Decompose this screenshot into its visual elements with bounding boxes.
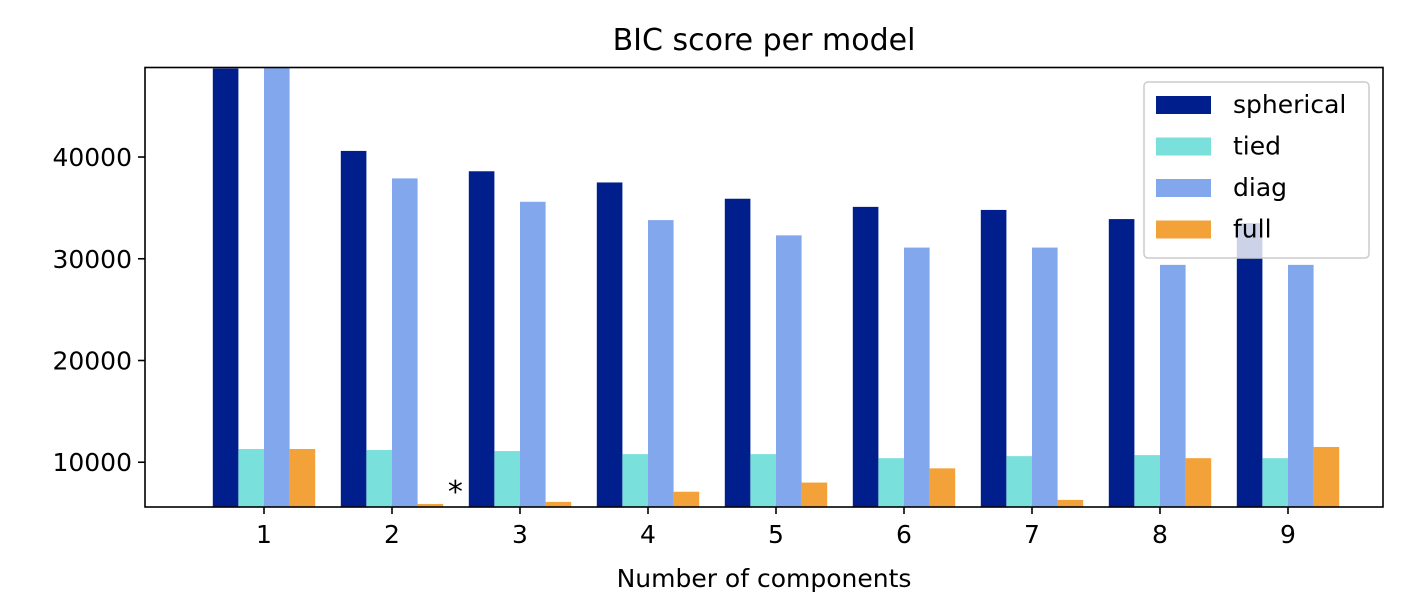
x-tick-label: 5 xyxy=(768,520,784,549)
bar-diag-9 xyxy=(1288,264,1314,507)
bar-tied-7 xyxy=(1006,456,1032,507)
bar-diag-8 xyxy=(1160,264,1186,507)
bar-diag-6 xyxy=(904,247,930,507)
bar-tied-2 xyxy=(366,450,392,507)
bar-diag-5 xyxy=(776,235,802,508)
legend-label-full: full xyxy=(1233,215,1272,244)
bar-tied-3 xyxy=(494,451,520,507)
bar-spherical-9 xyxy=(1236,223,1263,507)
x-tick-label: 1 xyxy=(256,520,272,549)
y-ticks: 10000 20000 30000 40000 xyxy=(52,143,145,477)
bar-full-5 xyxy=(801,482,828,507)
bar-full-9 xyxy=(1313,446,1340,507)
bar-full-2 xyxy=(417,503,444,507)
bar-tied-9 xyxy=(1262,458,1288,507)
bars-layer xyxy=(212,67,1340,508)
x-tick-label: 2 xyxy=(384,520,400,549)
plot-frame xyxy=(144,66,1384,508)
bar-spherical-7 xyxy=(980,209,1007,507)
y-tick-label: 40000 xyxy=(52,143,132,172)
legend-swatch-diag xyxy=(1156,179,1211,197)
bar-spherical-4 xyxy=(596,182,623,507)
bar-diag-2 xyxy=(392,178,418,507)
x-axis-label: Number of components xyxy=(617,564,912,593)
bar-spherical-2 xyxy=(340,150,367,508)
bar-diag-7 xyxy=(1032,247,1058,507)
bar-spherical-1 xyxy=(212,68,239,508)
bar-full-1 xyxy=(289,449,316,507)
bar-spherical-3 xyxy=(468,171,495,507)
bar-diag-4 xyxy=(648,220,674,507)
bar-spherical-6 xyxy=(852,206,879,507)
legend: spherical tied diag full xyxy=(1143,81,1370,259)
legend-swatch-tied xyxy=(1156,137,1211,156)
bar-full-7 xyxy=(1057,499,1084,507)
x-ticks: 1 2 3 4 5 6 7 8 9 xyxy=(256,507,1296,549)
bar-full-4 xyxy=(673,491,700,507)
y-tick-label: 10000 xyxy=(52,448,132,477)
legend-label-spherical: spherical xyxy=(1233,90,1346,119)
bar-diag-3 xyxy=(520,201,546,508)
bar-full-6 xyxy=(929,468,956,507)
bar-tied-6 xyxy=(878,458,904,507)
bar-diag-1 xyxy=(264,67,290,507)
x-tick-label: 7 xyxy=(1024,520,1040,549)
y-tick-label: 30000 xyxy=(52,245,132,274)
bar-full-3 xyxy=(545,501,572,507)
legend-frame xyxy=(1143,81,1370,259)
y-tick-label: 20000 xyxy=(52,347,132,376)
bar-tied-1 xyxy=(238,449,264,507)
bar-full-8 xyxy=(1185,458,1212,507)
bar-tied-8 xyxy=(1134,455,1160,507)
legend-swatch-spherical xyxy=(1156,96,1211,114)
chart-title: BIC score per model xyxy=(613,23,916,58)
x-tick-label: 8 xyxy=(1152,520,1168,549)
legend-label-tied: tied xyxy=(1233,132,1281,161)
x-tick-label: 4 xyxy=(640,520,656,549)
legend-label-diag: diag xyxy=(1233,173,1287,202)
x-tick-label: 6 xyxy=(896,520,912,549)
legend-swatch-full xyxy=(1156,220,1211,239)
bar-spherical-5 xyxy=(724,198,751,508)
x-tick-label: 9 xyxy=(1280,520,1296,549)
x-tick-label: 3 xyxy=(512,520,528,549)
bar-tied-5 xyxy=(750,454,776,507)
bar-spherical-8 xyxy=(1108,219,1135,507)
best-model-marker: * xyxy=(448,475,463,510)
bar-tied-4 xyxy=(622,454,648,507)
